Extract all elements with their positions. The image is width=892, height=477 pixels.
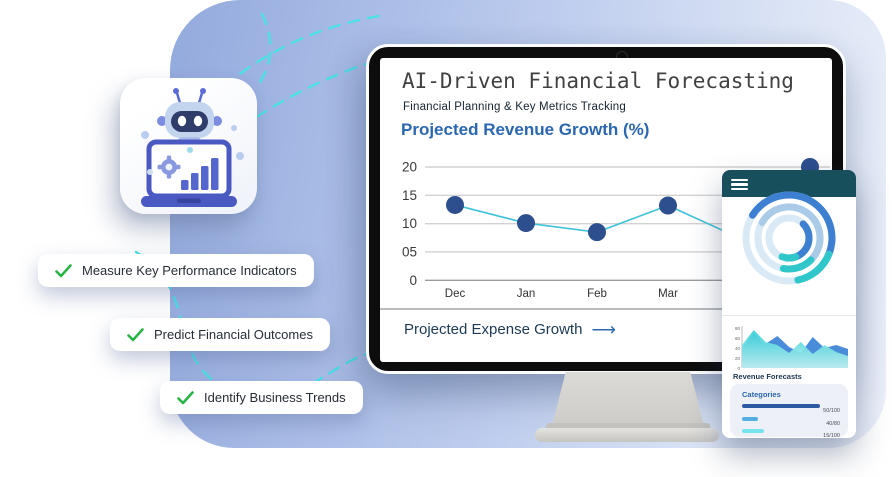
category-progress-bar (742, 429, 764, 433)
svg-text:0: 0 (409, 273, 417, 288)
feature-pill-identify-trends: Identify Business Trends (160, 381, 363, 414)
robot-laptop-chart-icon (141, 88, 244, 207)
revenue-forecasts-title: Revenue Forecasts (733, 372, 802, 381)
feature-pill-label: Measure Key Performance Indicators (82, 263, 297, 278)
category-value: 40/80 (826, 421, 840, 427)
mobile-widget-panel: 80 60 40 20 0 Revenue Forecasts Categories 5… (722, 170, 856, 439)
svg-text:60: 60 (735, 336, 741, 341)
feature-pill-label: Identify Business Trends (204, 390, 346, 405)
svg-text:0: 0 (737, 366, 740, 371)
category-value: 15/100 (823, 433, 840, 439)
expense-growth-link[interactable]: Projected Expense Growth ⟶ (404, 321, 616, 338)
right-arrow-icon: ⟶ (591, 320, 616, 339)
svg-text:15: 15 (402, 188, 417, 203)
robot-analytics-card (120, 78, 257, 214)
category-value: 50/100 (823, 408, 840, 414)
check-icon (127, 327, 144, 342)
mini-area-chart: 80 60 40 20 0 (735, 326, 848, 371)
svg-text:Jan: Jan (517, 288, 536, 300)
donut-rings-chart (742, 191, 836, 285)
feature-pill-predict-outcomes: Predict Financial Outcomes (110, 318, 330, 351)
panel-divider (722, 315, 856, 316)
monitor-stand-base (535, 428, 719, 442)
categories-card: Categories 50/100 40/80 15/100 (730, 384, 848, 439)
categories-label: Categories (742, 390, 781, 399)
screen-divider (380, 308, 832, 310)
svg-text:Dec: Dec (445, 288, 466, 300)
svg-text:20: 20 (402, 160, 417, 175)
category-progress-bar (742, 404, 821, 408)
check-icon (55, 263, 72, 278)
svg-text:10: 10 (402, 216, 417, 231)
category-progress-bar (742, 417, 758, 421)
dashboard-title: AI-Driven Financial Forecasting (402, 69, 794, 93)
monitor-stand-lip (546, 423, 710, 430)
hamburger-menu-icon[interactable] (731, 179, 748, 190)
svg-text:80: 80 (735, 326, 741, 331)
check-icon (177, 390, 194, 405)
dashboard-subtitle: Financial Planning & Key Metrics Trackin… (403, 101, 626, 113)
svg-text:20: 20 (735, 356, 741, 361)
feature-pill-label: Predict Financial Outcomes (154, 327, 313, 342)
svg-text:05: 05 (402, 244, 417, 259)
chart-heading: Projected Revenue Growth (%) (401, 120, 650, 139)
feature-pill-measure-kpi: Measure Key Performance Indicators (38, 254, 314, 287)
svg-text:40: 40 (735, 346, 741, 351)
svg-text:Mar: Mar (658, 288, 678, 300)
monitor-stand (552, 372, 704, 426)
expense-growth-label: Projected Expense Growth (404, 321, 583, 338)
svg-text:Feb: Feb (587, 288, 607, 300)
